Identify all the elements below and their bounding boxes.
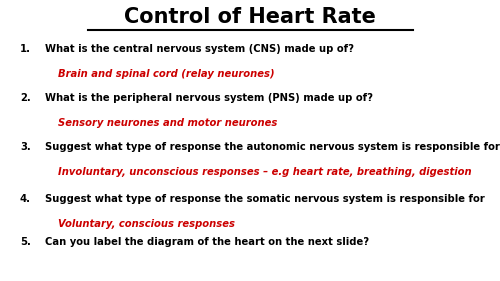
Text: What is the central nervous system (CNS) made up of?: What is the central nervous system (CNS)… [45, 44, 354, 54]
Text: Involuntary, unconscious responses – e.g heart rate, breathing, digestion: Involuntary, unconscious responses – e.g… [58, 167, 471, 177]
Text: Suggest what type of response the somatic nervous system is responsible for: Suggest what type of response the somati… [45, 194, 485, 204]
Text: What is the peripheral nervous system (PNS) made up of?: What is the peripheral nervous system (P… [45, 93, 373, 103]
Text: Brain and spinal cord (relay neurones): Brain and spinal cord (relay neurones) [58, 69, 274, 79]
Text: Voluntary, conscious responses: Voluntary, conscious responses [58, 219, 234, 229]
Text: 1.: 1. [20, 44, 31, 54]
Text: Sensory neurones and motor neurones: Sensory neurones and motor neurones [58, 118, 277, 128]
Text: 3.: 3. [20, 142, 31, 152]
Text: 2.: 2. [20, 93, 31, 103]
Text: Control of Heart Rate: Control of Heart Rate [124, 7, 376, 27]
Text: Can you label the diagram of the heart on the next slide?: Can you label the diagram of the heart o… [45, 237, 369, 248]
Text: Suggest what type of response the autonomic nervous system is responsible for: Suggest what type of response the autono… [45, 142, 500, 152]
Text: 4.: 4. [20, 194, 31, 204]
Text: 5.: 5. [20, 237, 31, 248]
